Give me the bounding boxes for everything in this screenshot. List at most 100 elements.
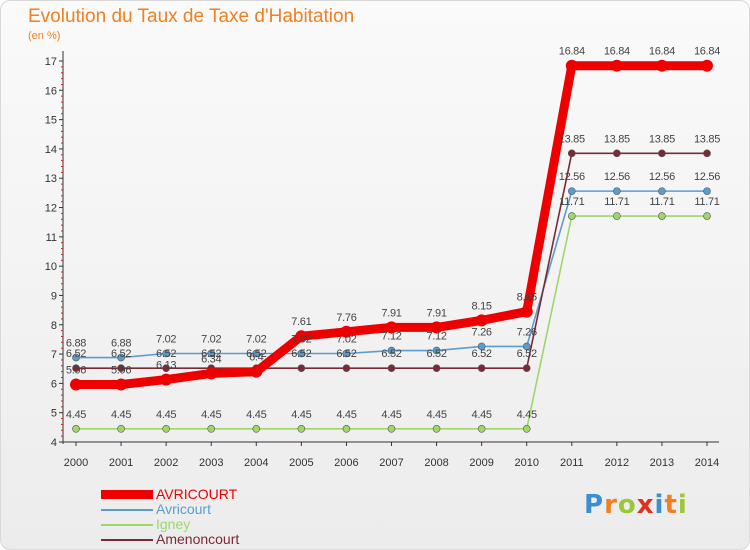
- data-label: 4.45: [426, 409, 446, 421]
- data-label: 13.85: [604, 133, 630, 145]
- data-point: [703, 187, 711, 195]
- y-tick-label: 8: [51, 320, 57, 332]
- legend-item: Amenoncourt: [101, 531, 321, 547]
- data-label: 16.84: [649, 46, 675, 58]
- data-label: 7.91: [426, 307, 446, 319]
- data-label: 13.85: [559, 133, 585, 145]
- data-point: [70, 378, 82, 391]
- x-tick-label: 2003: [199, 457, 223, 469]
- data-point: [342, 364, 351, 372]
- data-label: 11.71: [604, 196, 629, 208]
- data-point: [613, 212, 621, 220]
- data-point: [297, 349, 306, 358]
- data-label: 11.71: [649, 196, 674, 208]
- data-point: [340, 325, 353, 338]
- data-point: [72, 425, 80, 433]
- data-label: 7.26: [517, 326, 537, 338]
- x-tick-label: 2005: [289, 457, 313, 469]
- x-tick-label: 2006: [334, 457, 358, 469]
- series-points: [70, 59, 713, 433]
- data-label: 7.02: [156, 333, 176, 345]
- data-label: 6.88: [66, 338, 86, 350]
- data-label: 16.84: [559, 46, 585, 58]
- y-tick-label: 5: [51, 408, 57, 420]
- data-label: 4.45: [156, 409, 176, 421]
- x-tick-label: 2007: [379, 457, 403, 469]
- data-label: 4.45: [66, 409, 86, 421]
- data-point: [385, 321, 398, 334]
- data-point: [342, 349, 351, 358]
- legend-item: Igney: [101, 516, 321, 532]
- data-label: 6.88: [111, 338, 131, 350]
- data-label: 6.4: [249, 352, 264, 364]
- data-point: [703, 149, 711, 158]
- data-label: 11.71: [559, 196, 584, 208]
- data-point: [72, 353, 80, 362]
- data-label: 4.45: [291, 409, 311, 421]
- data-point: [610, 59, 623, 72]
- legend-swatch: [101, 509, 153, 511]
- legend-swatch: [101, 490, 153, 499]
- y-tick-label: 14: [45, 144, 57, 156]
- data-point: [207, 349, 216, 358]
- y-tick-label: 9: [51, 290, 57, 302]
- x-tick-label: 2008: [424, 457, 448, 469]
- data-label: 12.56: [604, 171, 630, 183]
- x-tick-label: 2002: [154, 457, 178, 469]
- data-label: 7.02: [246, 333, 266, 345]
- data-label: 16.84: [694, 46, 720, 58]
- data-label: 13.85: [694, 133, 720, 145]
- y-tick-label: 15: [45, 115, 57, 127]
- data-point: [117, 364, 125, 372]
- data-label: 4.45: [517, 409, 537, 421]
- data-point: [522, 425, 531, 433]
- x-tick-label: 2014: [695, 457, 719, 469]
- x-tick-label: 2000: [64, 457, 88, 469]
- x-tick-label: 2013: [650, 457, 674, 469]
- data-label: 8.15: [472, 300, 492, 312]
- legend-label: AVRICOURT: [156, 486, 238, 502]
- x-tick-label: 2009: [469, 457, 493, 469]
- data-label: 6.52: [156, 348, 176, 360]
- legend-label: Amenoncourt: [156, 531, 240, 547]
- x-tick-label: 2011: [560, 457, 584, 469]
- data-label: 6.52: [291, 348, 311, 360]
- data-label: 12.56: [694, 171, 720, 183]
- data-point: [432, 346, 441, 355]
- legend-label: Avricourt: [156, 501, 211, 517]
- data-point: [522, 342, 531, 351]
- data-point: [655, 59, 668, 72]
- data-label: 7.02: [336, 333, 356, 345]
- logo-letter: i: [654, 490, 665, 520]
- data-point: [522, 364, 531, 372]
- logo-letter: t: [664, 490, 678, 520]
- data-point: [658, 187, 666, 195]
- legend-label: Igney: [156, 516, 191, 532]
- data-label: 6.52: [246, 348, 266, 360]
- logo-letter: i: [677, 490, 688, 520]
- y-tick-label: 11: [46, 232, 57, 244]
- data-label: 11.71: [694, 196, 719, 208]
- data-label: 7.76: [336, 312, 356, 324]
- data-label: 5.96: [66, 365, 86, 377]
- data-point: [477, 364, 486, 372]
- data-label: 7.91: [381, 307, 401, 319]
- data-point: [475, 314, 488, 327]
- data-point: [387, 346, 396, 355]
- data-label: 6.52: [472, 348, 492, 360]
- legend-swatch: [101, 539, 153, 541]
- data-point: [162, 364, 170, 372]
- data-label: 4.45: [246, 409, 266, 421]
- data-point: [430, 321, 443, 334]
- data-label: 4.45: [111, 409, 131, 421]
- data-label: 4.45: [381, 409, 401, 421]
- data-point: [252, 349, 261, 358]
- data-point: [250, 365, 263, 378]
- logo-letter: r: [604, 490, 618, 520]
- chart-title: Evolution du Taux de Taxe d'Habitation: [28, 6, 355, 27]
- logo-letter: o: [617, 490, 637, 520]
- axes: 4 5 6 7 8 9 10 11 12 13 14 15 16 17 2000 2001 2002 2003 20…: [45, 51, 719, 469]
- data-label: 8.45: [517, 292, 537, 304]
